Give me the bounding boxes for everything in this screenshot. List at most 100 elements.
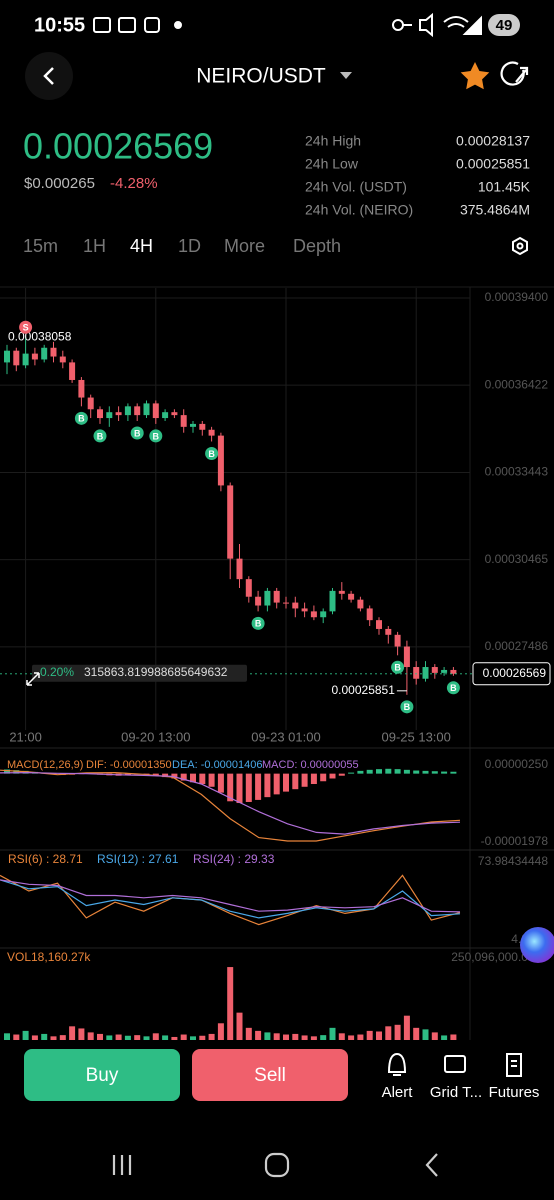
plots: 0.00039400 0.00036422 0.00033443 0.00030465…	[0, 288, 551, 1040]
legend-entry: DIF: -0.00001350	[86, 759, 172, 771]
candle-body	[413, 667, 420, 679]
volume-bar	[227, 967, 234, 1040]
candle-body	[227, 485, 234, 559]
tab[interactable]: More	[224, 236, 265, 256]
macd-bar	[403, 769, 410, 774]
macd-bar	[376, 769, 382, 774]
buy-marker	[130, 426, 144, 440]
volume-bar	[152, 1033, 159, 1040]
macd-bar	[217, 773, 224, 793]
candle-body	[422, 667, 429, 679]
volume-bar	[199, 1035, 206, 1040]
volume-bar	[357, 1034, 364, 1040]
candle-body	[329, 590, 336, 612]
recent-apps[interactable]	[112, 1155, 132, 1175]
candle-body	[162, 412, 169, 419]
candle-body	[208, 429, 215, 436]
volume-bar	[366, 1030, 373, 1040]
tab[interactable]: 15m	[23, 236, 58, 256]
volume-bar	[283, 1034, 289, 1040]
volume-bar	[106, 1035, 113, 1040]
candle-body	[310, 611, 317, 618]
sell-button[interactable]	[192, 1049, 348, 1101]
legend-entry: RSI(24) : 29.33	[193, 852, 275, 866]
futures-icon[interactable]	[506, 1053, 522, 1077]
volume-title: VOL18,160.27k	[7, 950, 91, 964]
volume-bar	[13, 1034, 20, 1040]
macd-bar	[152, 773, 159, 776]
macd-bar	[255, 773, 262, 800]
macd-line	[0, 771, 461, 835]
buy-marker-label: B	[450, 683, 457, 693]
home[interactable]	[264, 1152, 290, 1178]
clock: 10:55	[34, 14, 85, 36]
buy-marker-label: B	[208, 449, 215, 459]
candle-body	[394, 634, 401, 647]
volume-bar	[450, 1034, 457, 1040]
buy-marker-label: B	[134, 428, 141, 438]
volume-bar	[236, 1012, 243, 1040]
stat-value: 0.00028137	[456, 133, 530, 149]
buy-button[interactable]	[24, 1049, 180, 1101]
y-tick-label: 0.00000250	[485, 757, 549, 771]
tab[interactable]: Depth	[293, 236, 341, 256]
macd-bar	[338, 773, 345, 776]
tab[interactable]: 4H	[130, 236, 153, 256]
grid-label[interactable]: Grid T...	[430, 1084, 482, 1101]
volume-bar	[78, 1028, 85, 1040]
stat-value: 0.00025851	[456, 156, 530, 172]
buy-marker-label: B	[153, 431, 160, 441]
macd-bar	[348, 772, 355, 774]
candle-body	[152, 403, 159, 419]
alert-icon[interactable]	[387, 1052, 407, 1076]
candle-body	[245, 579, 252, 597]
pair-dropdown[interactable]	[340, 72, 352, 79]
tab[interactable]: 1H	[83, 236, 106, 256]
volume-bar	[292, 1033, 299, 1040]
futures-label[interactable]: Futures	[489, 1084, 540, 1101]
y-tick-label: 0.00030465	[485, 552, 549, 566]
back-button[interactable]	[25, 52, 73, 100]
y-tick-label: 0.00027486	[485, 639, 549, 653]
volume-bar	[320, 1035, 327, 1040]
legend-entry: RSI(6) : 28.71	[8, 852, 83, 866]
back[interactable]	[425, 1153, 438, 1177]
favorite-star[interactable]	[460, 62, 490, 90]
share-button[interactable]	[500, 61, 529, 86]
stat-label: 24h High	[305, 133, 361, 149]
volume-bar	[431, 1032, 438, 1040]
alert-label[interactable]: Alert	[382, 1084, 414, 1101]
buy-marker-label: B	[255, 619, 262, 629]
x-tick-label: 09-23 01:00	[251, 729, 320, 744]
buy-marker	[74, 411, 88, 425]
buy-marker-label: B	[404, 702, 411, 712]
volume-bar	[171, 1036, 178, 1040]
volume-bar	[273, 1033, 280, 1040]
tab[interactable]: 1D	[178, 236, 201, 256]
candle-body	[441, 669, 448, 673]
nav-bar	[112, 1152, 438, 1178]
pair-title[interactable]: NEIRO/USDT	[196, 65, 326, 88]
macd-bar	[385, 768, 392, 774]
y-tick-label: 0.00036422	[485, 377, 549, 391]
floating-assistant[interactable]	[520, 927, 554, 963]
candle-body	[41, 347, 48, 360]
macd-bar	[208, 773, 215, 787]
volume-bar	[50, 1036, 57, 1040]
macd-bar	[227, 773, 234, 802]
settings-icon[interactable]	[512, 236, 528, 256]
grid-icon[interactable]	[444, 1055, 466, 1073]
candle-body	[292, 602, 299, 609]
x-tick-label: 09-20 13:00	[121, 729, 190, 744]
volume-bar	[208, 1033, 215, 1040]
battery-level: 49	[496, 17, 513, 34]
change-percent: -4.28%	[110, 175, 158, 192]
expand-icon[interactable]	[26, 672, 40, 686]
last-price-label: 0.00026569	[483, 666, 547, 680]
last-price: 0.00026569	[23, 126, 213, 167]
stat-label: 24h Vol. (USDT)	[305, 179, 407, 195]
macd-bar	[273, 773, 280, 795]
macd-bar	[329, 773, 336, 779]
